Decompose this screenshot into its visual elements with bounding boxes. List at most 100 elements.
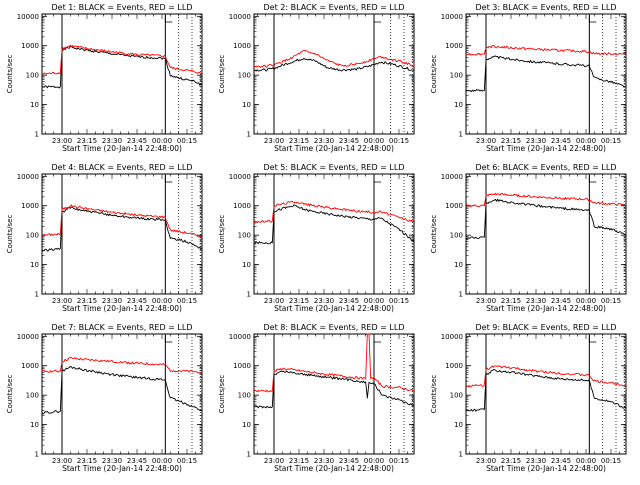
y-tick-label: 1 [247,291,251,299]
y-tick-label: 10000 [441,173,463,181]
series-line-events [465,198,627,240]
y-tick-label: 1 [459,131,463,139]
y-tick-label: 100 [26,72,39,80]
x-tick-label: 23:30 [526,137,546,145]
interval-bracket [588,176,597,183]
x-tick-label: 23:00 [52,137,72,145]
x-tick-label: 00:15 [389,297,409,305]
interval-bracket [373,16,381,23]
x-tick-label: 23:15 [77,137,97,145]
plot-frame [465,333,627,455]
plot-frame [41,13,203,135]
x-tick-label: 23:30 [102,137,122,145]
x-tick-label: 23:15 [501,457,521,465]
x-tick-label: 23:45 [551,297,571,305]
x-axis-label: Start Time (20-Jan-14 22:48:00) [486,304,606,313]
interval-bracket [164,176,173,183]
x-tick-label: 00:15 [389,137,409,145]
y-tick-label: 1000 [445,362,463,370]
y-tick-label: 1000 [233,362,251,370]
x-tick-label: 23:45 [339,137,359,145]
x-tick-label: 00:00 [364,137,384,145]
y-tick-label: 10000 [17,333,39,341]
y-tick-label: 100 [238,72,251,80]
y-tick-label: 100 [450,392,463,400]
series-line-lld [465,45,627,56]
y-tick-label: 100 [450,232,463,240]
x-tick-label: 23:45 [551,137,571,145]
x-tick-label: 23:00 [476,457,496,465]
x-tick-label: 23:30 [526,457,546,465]
x-tick-label: 23:45 [551,457,571,465]
x-tick-label: 00:00 [576,457,596,465]
y-tick-label: 1000 [233,202,251,210]
series-line-events [465,55,627,93]
x-axis-label: Start Time (20-Jan-14 22:48:00) [486,144,606,153]
series-line-lld [41,204,203,238]
x-tick-label: 23:15 [289,297,309,305]
x-tick-label: 23:30 [102,297,122,305]
y-tick-label: 10000 [441,333,463,341]
series-line-lld [465,365,627,388]
series-line-lld [41,44,203,75]
x-tick-label: 00:00 [364,297,384,305]
x-tick-label: 23:00 [264,137,284,145]
x-axis-label: Start Time (20-Jan-14 22:48:00) [274,464,394,473]
y-axis-label: Counts/sec [430,375,438,414]
plot-frame [465,13,627,135]
x-tick-label: 00:00 [576,297,596,305]
y-tick-label: 10 [242,421,251,429]
x-tick-label: 23:00 [52,297,72,305]
interval-bracket [164,336,173,343]
x-tick-label: 23:30 [314,297,334,305]
y-tick-label: 1 [35,291,39,299]
y-axis-label: Counts/sec [218,55,226,94]
series-line-events [253,58,415,72]
x-axis-label: Start Time (20-Jan-14 22:48:00) [274,304,394,313]
y-tick-label: 10 [30,101,39,109]
y-tick-label: 1 [35,131,39,139]
x-tick-label: 00:15 [177,457,197,465]
panel-title: Det 4: BLACK = Events, RED = LLD [52,163,193,172]
y-axis-label: Counts/sec [430,55,438,94]
y-tick-label: 10000 [441,13,463,21]
y-tick-label: 1000 [445,202,463,210]
series-line-lld [253,49,415,68]
y-tick-label: 1000 [445,42,463,50]
y-axis-label: Counts/sec [218,375,226,414]
series-line-lld [41,357,203,374]
series-line-events [41,45,203,89]
y-tick-label: 100 [26,392,39,400]
x-tick-label: 00:15 [601,137,621,145]
x-tick-label: 23:45 [127,297,147,305]
y-tick-label: 10000 [229,333,251,341]
series-line-events [41,206,203,252]
plot-frame [465,173,627,295]
x-tick-label: 23:15 [289,457,309,465]
plot-frame [253,333,415,455]
series-line-events [253,204,415,245]
x-tick-label: 00:00 [152,137,172,145]
x-tick-label: 00:00 [364,457,384,465]
y-tick-label: 10 [454,421,463,429]
interval-bracket [164,16,173,23]
y-axis-label: Counts/sec [6,215,14,254]
y-tick-label: 100 [238,392,251,400]
x-tick-label: 23:00 [264,457,284,465]
x-tick-label: 00:00 [152,297,172,305]
panel-title: Det 9: BLACK = Events, RED = LLD [476,323,617,332]
x-tick-label: 23:15 [289,137,309,145]
x-tick-label: 23:30 [526,297,546,305]
panel-title: Det 6: BLACK = Events, RED = LLD [476,163,617,172]
x-tick-label: 23:15 [501,137,521,145]
interval-bracket [373,336,381,343]
y-tick-label: 1000 [21,202,39,210]
x-tick-label: 00:15 [389,457,409,465]
x-tick-label: 23:30 [314,457,334,465]
plot-frame [253,173,415,295]
interval-bracket [588,336,597,343]
y-tick-label: 100 [26,232,39,240]
y-axis-label: Counts/sec [430,215,438,254]
plot-frame [41,333,203,455]
interval-bracket [373,176,381,183]
